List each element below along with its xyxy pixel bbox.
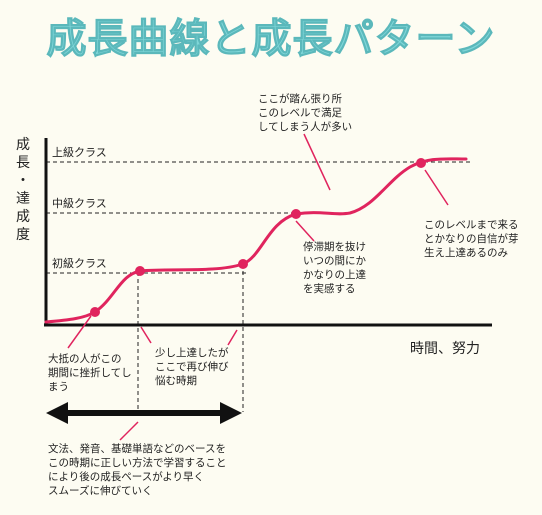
y-axis-label: 成 長 ・ 達 成 度 [14, 136, 32, 244]
pointer-line [424, 169, 449, 206]
page-title: 成長曲線と成長パターン [46, 16, 496, 63]
pointer-line [140, 326, 152, 344]
level-label-advanced: 上級クラス [52, 146, 107, 159]
curve-point [135, 266, 145, 276]
y-axis-label-char: 成 [16, 137, 30, 153]
pointer-line [119, 421, 139, 441]
note-confidence: このレベルまで来る とかなりの自信が芽 生え上達あるのみ [424, 219, 519, 259]
y-axis-label-char: 達 [16, 191, 30, 207]
growth-curve [44, 157, 468, 324]
level-label-intermediate: 中級クラス [52, 197, 107, 210]
note-plateau-low: 少し上達したが ここで再び伸び 悩む時期 [155, 347, 229, 387]
y-axis-label-char: 長 [16, 155, 30, 171]
arrow-head-right [220, 402, 242, 424]
note-break-plateau: 停滞期を抜け いつの間にか かなりの上達 を実感する [303, 241, 366, 295]
curve-point [291, 209, 301, 219]
curve-point [416, 158, 426, 168]
pointer-line [303, 133, 331, 191]
level-label-beginner: 初級クラス [52, 257, 107, 270]
y-axis-label-char: 度 [16, 227, 30, 243]
note-many-satisfied: ここが踏ん張り所 このレベルで満足 してしまう人が多い [258, 93, 353, 133]
curve-point [238, 259, 248, 269]
y-axis-label-char: 成 [16, 209, 30, 225]
curve-point [90, 307, 100, 317]
y-axis-label-char: ・ [16, 173, 30, 189]
x-axis-label: 時間、努力 [410, 341, 480, 357]
note-many-give-up: 大抵の人がこの 期間に挫折してし まう [48, 353, 132, 393]
note-foundation: 文法、発音、基礎単語などのベースを この時期に正しい方法で学習すること により後… [48, 443, 227, 497]
pointer-line [227, 329, 238, 346]
pointer-line [295, 220, 315, 242]
pointer-line [67, 315, 92, 349]
arrow-head-left [46, 402, 68, 424]
